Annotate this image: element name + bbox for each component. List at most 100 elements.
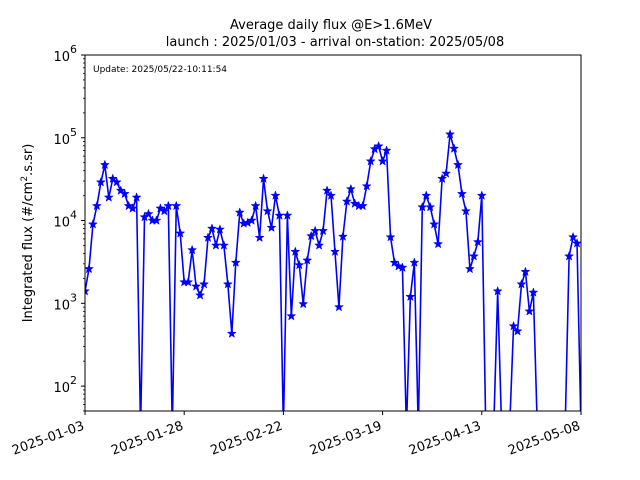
y-tick-base: 10 <box>53 50 70 65</box>
data-point-star <box>103 192 114 202</box>
data-point-star <box>131 192 142 202</box>
chart-subtitle: launch : 2025/01/03 - arrival on-station… <box>166 35 504 50</box>
y-tick-exponent: 5 <box>70 126 77 139</box>
data-point-star <box>155 203 166 213</box>
data-point-star <box>385 231 396 242</box>
y-tick-exponent: 2 <box>70 374 77 387</box>
data-point-star <box>91 200 102 211</box>
data-point-star <box>234 207 245 217</box>
data-point-star <box>87 218 99 229</box>
data-point-star <box>218 240 229 250</box>
data-point-star <box>123 200 134 211</box>
data-point-star <box>266 222 277 232</box>
data-point-star <box>373 140 384 151</box>
y-axis-label-suffix: .s.sr) <box>21 144 36 176</box>
y-tick-label: 106 <box>53 43 77 65</box>
data-point-star <box>437 173 448 184</box>
data-point-star <box>492 285 503 296</box>
data-point-star <box>516 278 527 289</box>
data-point-star <box>564 250 575 261</box>
y-tick-base: 10 <box>53 298 70 313</box>
data-point-star <box>85 263 95 274</box>
data-point-star <box>524 305 535 316</box>
data-point-star <box>464 263 475 274</box>
y-tick-exponent: 6 <box>70 43 77 56</box>
data-point-star <box>250 200 261 211</box>
data-point-star <box>429 218 440 229</box>
y-tick-exponent: 3 <box>70 291 77 304</box>
data-point-star <box>290 246 301 257</box>
data-point-star <box>361 180 372 191</box>
data-point-star <box>512 325 523 336</box>
data-point-star <box>333 301 345 312</box>
data-point-star <box>460 205 471 216</box>
data-point-star <box>444 129 456 139</box>
data-point-star <box>175 228 186 238</box>
data-point-star <box>159 205 170 216</box>
data-point-star <box>318 225 329 236</box>
data-point-star <box>151 215 162 225</box>
data-point-star <box>321 185 333 195</box>
data-point-star <box>171 200 182 211</box>
y-axis-label-sup: 2 <box>20 176 30 182</box>
data-point-star <box>198 278 210 289</box>
data-point-star <box>421 190 432 200</box>
data-point-star <box>381 145 392 155</box>
data-point-star <box>397 262 408 272</box>
data-point-star <box>409 257 420 267</box>
data-point-star <box>187 244 198 255</box>
y-tick-base: 10 <box>53 381 70 396</box>
y-tick-base: 10 <box>53 133 70 148</box>
data-point-star <box>302 255 313 265</box>
data-point-star <box>405 291 416 302</box>
data-point-star <box>286 310 297 321</box>
data-point-star <box>85 285 91 296</box>
y-tick-base: 10 <box>53 216 70 231</box>
data-point-star <box>95 176 106 187</box>
data-point-star <box>389 257 400 267</box>
plot-data-layer <box>85 129 581 411</box>
data-point-star <box>143 208 154 219</box>
data-point-star <box>298 298 309 309</box>
update-annotation: Update: 2025/05/22-10:11:54 <box>93 65 227 75</box>
data-point-star <box>433 238 444 249</box>
y-tick-label: 102 <box>53 374 77 396</box>
data-point-star <box>508 320 519 331</box>
data-point-star <box>183 276 194 287</box>
data-point-star <box>349 198 360 208</box>
data-point-star <box>337 231 348 241</box>
data-point-star <box>472 236 483 247</box>
chart-title: Average daily flux @E>1.6MeV <box>230 18 432 33</box>
data-point-star <box>294 259 305 270</box>
data-point-star <box>258 173 269 184</box>
data-point-star <box>325 190 337 200</box>
y-tick-label: 105 <box>53 126 77 148</box>
data-point-star <box>262 205 273 216</box>
data-point-star <box>119 188 130 199</box>
data-point-star <box>195 289 206 300</box>
data-point-star <box>528 287 539 297</box>
data-point-star <box>127 203 138 213</box>
data-point-star <box>191 281 202 291</box>
y-tick-label: 104 <box>53 209 77 231</box>
data-point-star <box>314 240 325 250</box>
data-point-star <box>306 230 317 241</box>
data-point-star <box>222 278 233 289</box>
data-point-star <box>214 224 225 234</box>
data-point-star <box>571 238 581 248</box>
y-axis-label: Integrated flux (#/cm2.s.sr) <box>20 144 36 323</box>
y-tick-exponent: 4 <box>70 209 77 222</box>
data-point-star <box>329 246 341 257</box>
data-point-star <box>476 190 487 200</box>
data-point-star <box>520 266 531 277</box>
data-point-star <box>230 257 241 267</box>
data-point-star <box>468 250 479 261</box>
data-point-star <box>567 231 579 242</box>
data-point-star <box>425 201 436 212</box>
data-point-star <box>99 159 110 170</box>
data-point-star <box>202 232 214 243</box>
data-point-star <box>448 143 460 153</box>
data-point-star <box>226 328 237 338</box>
data-point-star <box>254 232 265 243</box>
